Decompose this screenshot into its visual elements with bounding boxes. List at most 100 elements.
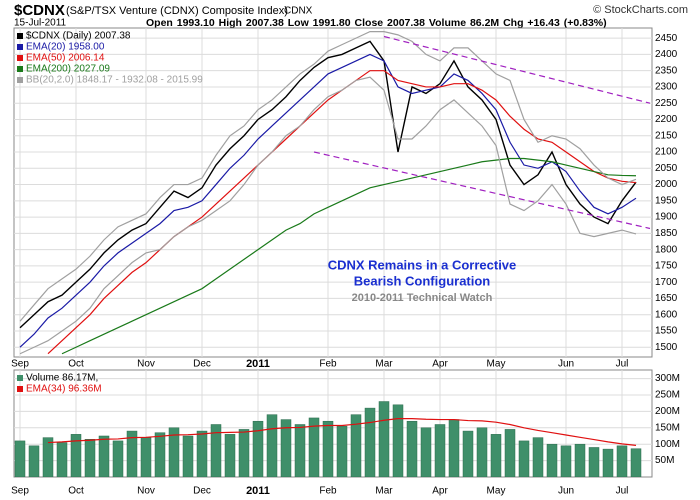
- legend-swatch: [17, 77, 23, 83]
- x-tick-label: Jul: [616, 359, 629, 370]
- indicator-line: [61, 157, 637, 355]
- volume-bar: [602, 448, 614, 477]
- volume-bar: [238, 429, 250, 477]
- x-tick-label: Feb: [319, 486, 337, 497]
- volume-bar: [504, 429, 516, 477]
- volume-bar: [364, 407, 376, 477]
- y-tick-label: 50M: [655, 455, 674, 466]
- quote: Open 1993.10 High 2007.38 Low 1991.80 Cl…: [146, 17, 607, 29]
- x-tick-label: Mar: [375, 486, 393, 497]
- legend-swatch: [17, 44, 23, 50]
- legend-label: EMA(50) 2006.14: [26, 53, 105, 64]
- y-tick-label: 1550: [655, 326, 678, 337]
- volume-bar: [168, 427, 180, 477]
- volume-bar: [280, 419, 292, 477]
- index-name: (S&P/TSX Venture (CDNX) Composite Index): [66, 5, 288, 17]
- volume-bar: [420, 427, 432, 477]
- y-tick-label: 2450: [655, 33, 678, 44]
- y-tick-label: 1900: [655, 212, 678, 223]
- x-tick-label: Sep: [11, 486, 29, 497]
- volume-ema: [47, 417, 637, 446]
- indicator-line: [19, 76, 637, 355]
- x-tick-label: Sep: [11, 359, 29, 370]
- x-tick-label: Oct: [68, 359, 84, 370]
- volume-bar: [434, 424, 446, 477]
- y-tick-label: 2100: [655, 147, 678, 158]
- volume-bar: [392, 404, 404, 477]
- y-tick-label: 300M: [655, 373, 680, 384]
- x-tick-label: May: [487, 359, 506, 370]
- legend-swatch: [17, 375, 23, 381]
- trendline: [383, 35, 651, 104]
- volume-bar: [336, 425, 348, 477]
- volume-bar: [224, 434, 236, 477]
- y-tick-label: 1950: [655, 195, 678, 206]
- x-tick-label: Nov: [137, 359, 155, 370]
- legend-label: $CDNX (Daily) 2007.38: [26, 31, 131, 42]
- y-tick-label: 150M: [655, 422, 680, 433]
- volume-bar: [630, 448, 642, 477]
- volume-bar: [154, 432, 166, 477]
- legend-label: Volume 86.17M,: [26, 373, 98, 384]
- volume-bar: [196, 430, 208, 477]
- x-tick-label: Jul: [616, 486, 629, 497]
- legend-swatch: [17, 66, 23, 72]
- volume-bar: [308, 417, 320, 477]
- x-tick-label: 2011: [246, 485, 270, 497]
- volume-plot: [14, 370, 652, 477]
- volume-bar: [28, 445, 40, 477]
- volume-bar: [140, 437, 152, 477]
- volume-bar: [84, 439, 96, 477]
- credit: © StockCharts.com: [593, 4, 688, 16]
- volume-bar: [182, 435, 194, 477]
- y-tick-label: 2250: [655, 98, 678, 109]
- legend-swatch: [17, 33, 23, 39]
- y-tick-label: 2350: [655, 65, 678, 76]
- x-tick-label: May: [487, 486, 506, 497]
- x-tick-label: Apr: [432, 486, 448, 497]
- x-tick-label: Mar: [375, 359, 393, 370]
- volume-bar: [42, 437, 54, 477]
- y-tick-label: 250M: [655, 390, 680, 401]
- y-tick-label: 1650: [655, 293, 678, 304]
- volume-bar: [294, 424, 306, 477]
- indicator-line: [19, 53, 637, 348]
- volume-bar: [476, 427, 488, 477]
- x-tick-label: Dec: [193, 486, 211, 497]
- y-tick-label: 2050: [655, 163, 678, 174]
- volume-bar: [448, 419, 460, 477]
- volume-bar: [616, 445, 628, 477]
- volume-bar: [490, 434, 502, 477]
- x-tick-label: Jun: [558, 359, 574, 370]
- y-tick-label: 1850: [655, 228, 678, 239]
- x-tick-label: Feb: [319, 359, 337, 370]
- price-plot: [14, 28, 652, 357]
- y-tick-label: 2200: [655, 114, 678, 125]
- volume-bar: [462, 430, 474, 477]
- volume-bar: [546, 443, 558, 477]
- volume-bar: [406, 420, 418, 477]
- volume-bar: [112, 440, 124, 477]
- y-tick-label: 200M: [655, 406, 680, 417]
- x-tick-label: Dec: [193, 359, 211, 370]
- legend-label: BB(20,2.0) 1848.17 - 1932.08 - 2015.99: [26, 75, 203, 86]
- y-tick-label: 1500: [655, 342, 678, 353]
- indicator-line: [19, 31, 637, 322]
- x-tick-label: Apr: [432, 359, 448, 370]
- trendline: [313, 151, 651, 230]
- annotation: Bearish Configuration: [354, 273, 491, 288]
- volume-bar: [126, 430, 138, 477]
- volume-bar: [56, 442, 68, 477]
- legend-swatch: [17, 55, 23, 61]
- symbol: $CDNX: [14, 2, 65, 19]
- y-tick-label: 2400: [655, 49, 678, 60]
- volume-bar: [378, 401, 390, 477]
- legend-swatch: [17, 386, 23, 392]
- volume-bar: [70, 434, 82, 477]
- x-tick-label: Oct: [68, 486, 84, 497]
- price-panel: [13, 27, 653, 358]
- volume-bar: [560, 445, 572, 477]
- date: 15-Jul-2011: [14, 18, 67, 29]
- y-tick-label: 100M: [655, 439, 680, 450]
